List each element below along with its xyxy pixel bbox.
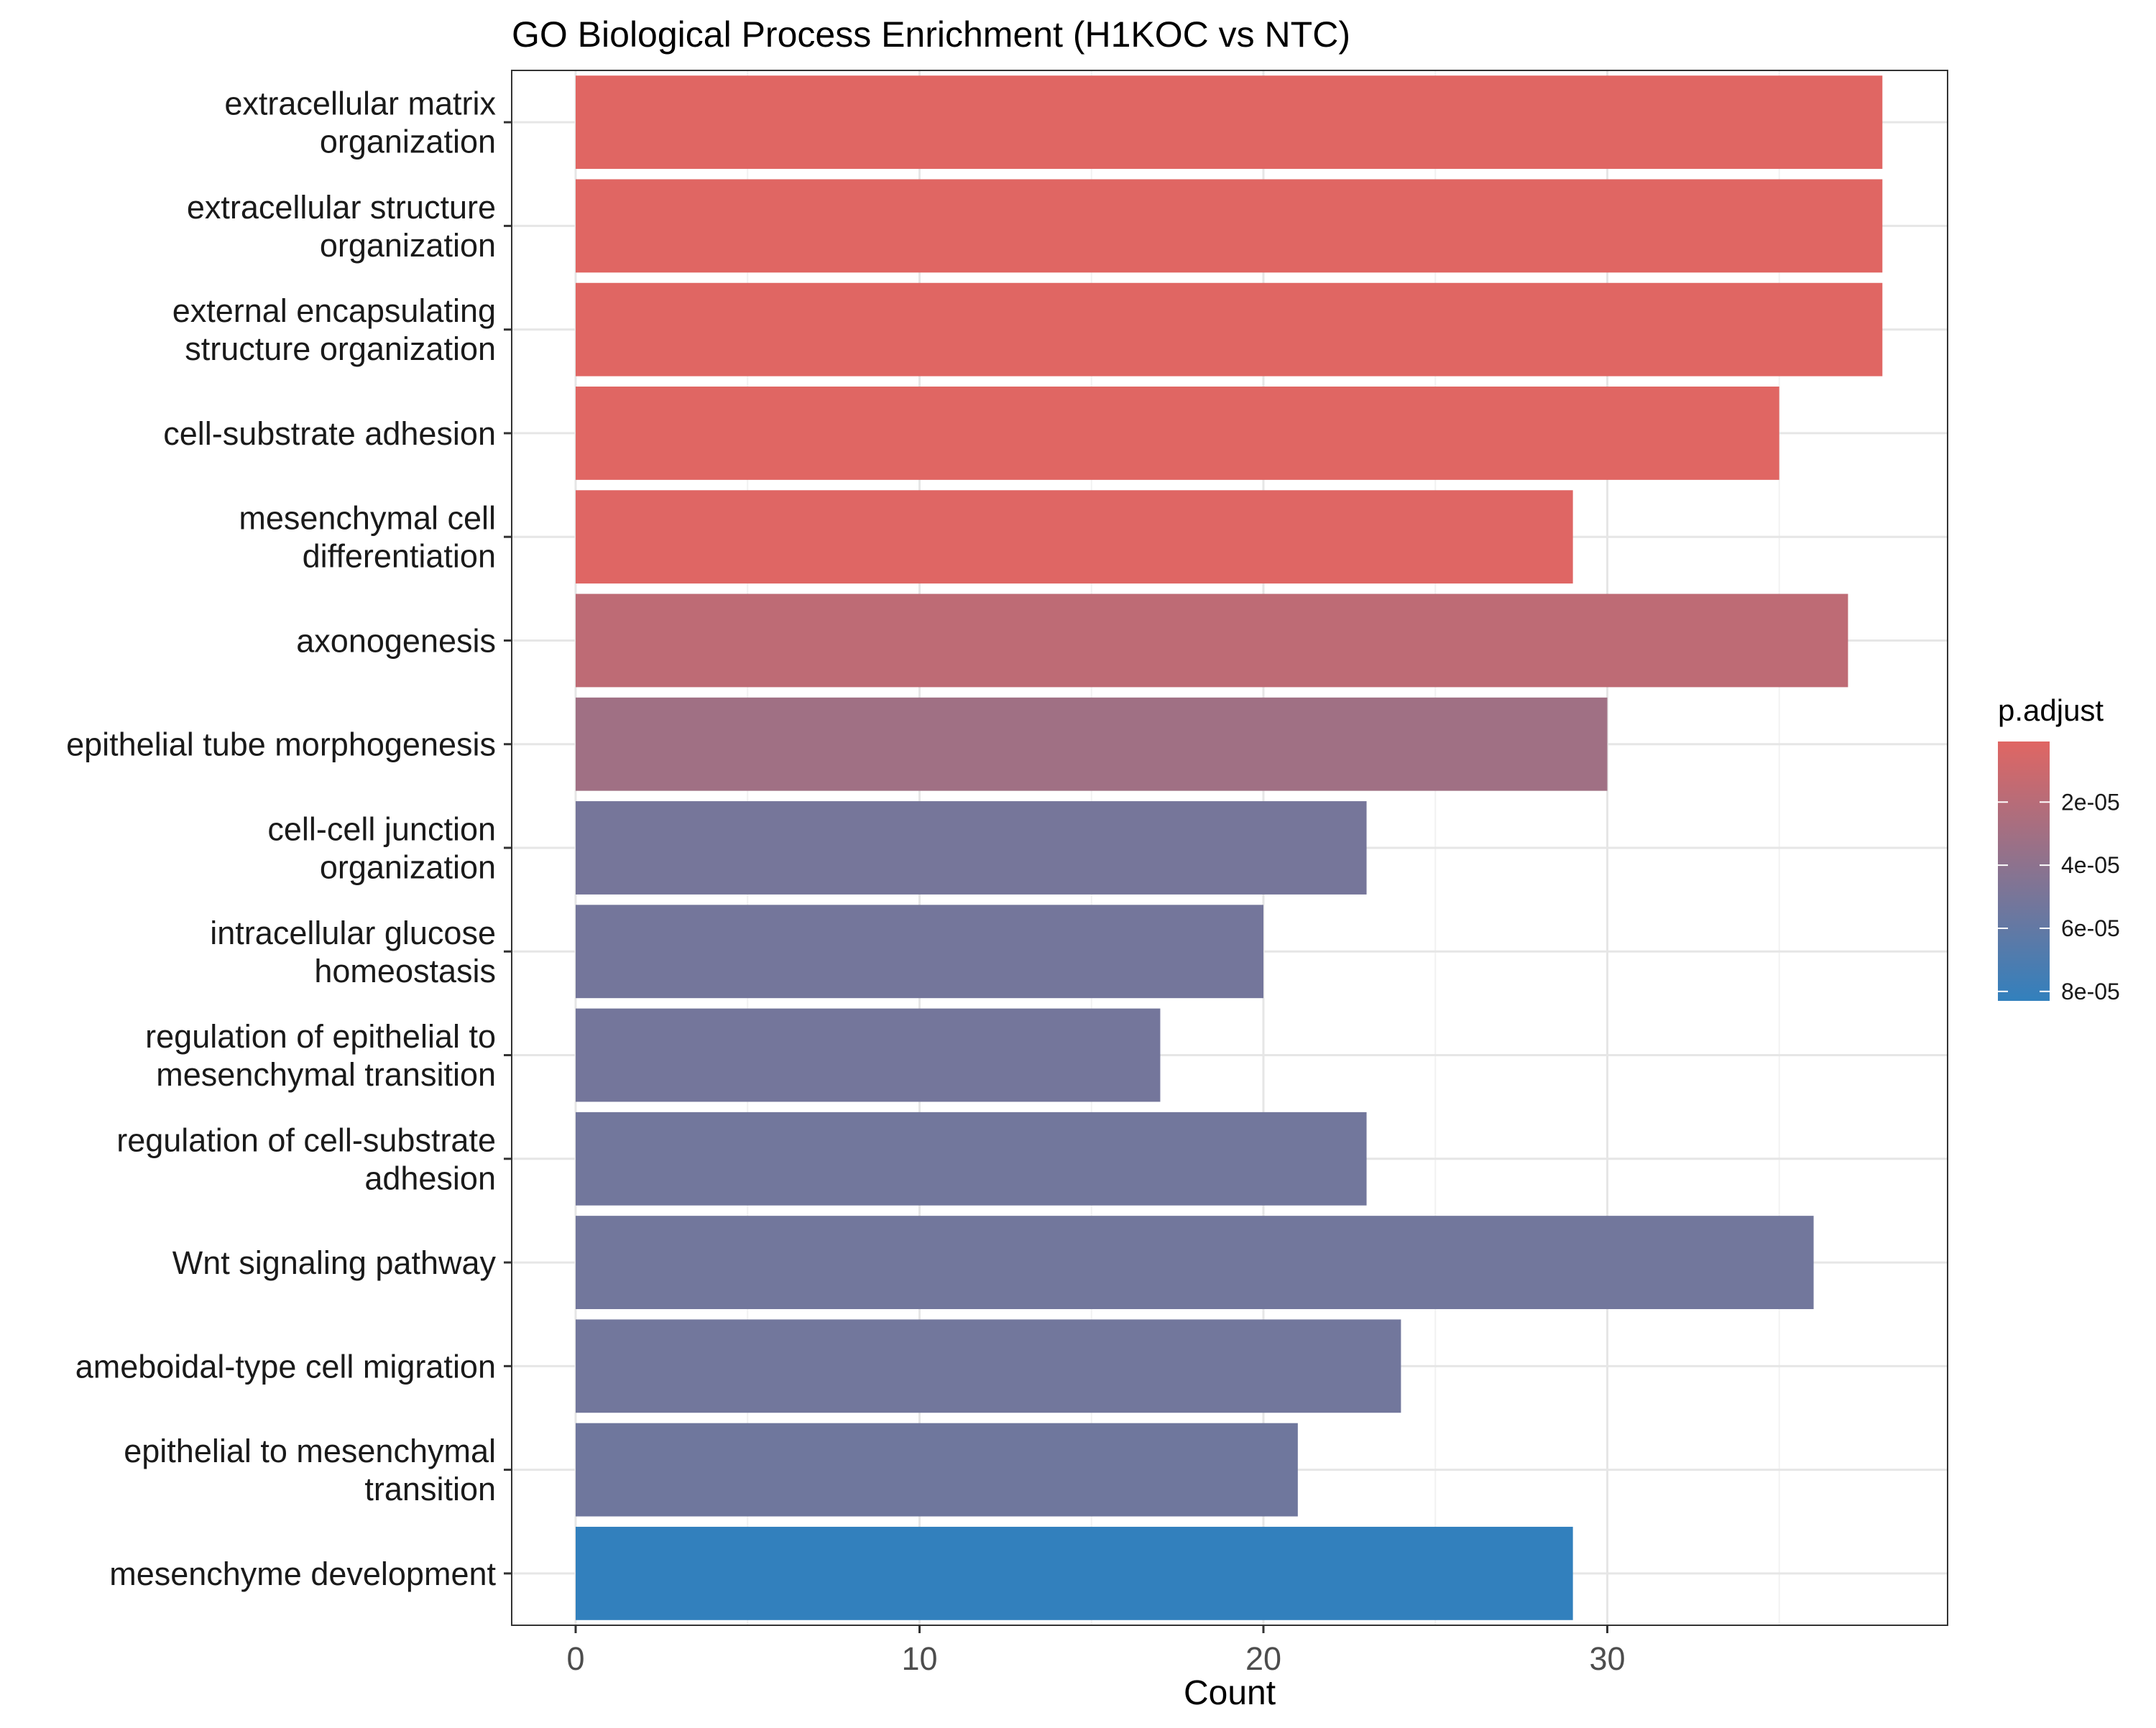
- category-label: mesenchyme development: [109, 1556, 496, 1592]
- bar: [576, 387, 1779, 480]
- legend-tick-label: 6e-05: [2061, 915, 2120, 941]
- bar: [576, 1008, 1161, 1102]
- x-tick-label: 30: [1589, 1640, 1625, 1677]
- y-axis: extracellular matrix organization extracel…: [66, 86, 512, 1592]
- bar: [576, 905, 1263, 999]
- category-label: axonogenesis: [296, 622, 496, 659]
- x-tick-label: 0: [566, 1640, 584, 1677]
- legend-tick-label: 8e-05: [2061, 979, 2120, 1004]
- legend: p.adjust 2e-05 4e-05 6e-05 8e-05: [1998, 693, 2120, 1004]
- category-label: cell-substrate adhesion: [163, 415, 496, 452]
- legend-title: p.adjust: [1998, 693, 2104, 727]
- chart-title: GO Biological Process Enrichment (H1KOC …: [512, 14, 1350, 55]
- category-label: intracellular glucose homeostasis: [210, 915, 496, 989]
- category-label: epithelial tube morphogenesis: [66, 726, 496, 763]
- bar: [576, 1526, 1573, 1620]
- bar: [576, 1423, 1298, 1517]
- x-axis: 0 10 20 30: [566, 1625, 1626, 1677]
- category-label: extracellular structure organization: [187, 189, 496, 264]
- category-label: epithelial to mesenchymal transition: [124, 1433, 496, 1507]
- legend-tick-label: 4e-05: [2061, 852, 2120, 878]
- bars-layer: [576, 75, 1883, 1620]
- category-label: regulation of epithelial to mesenchymal t…: [145, 1018, 496, 1093]
- category-label: external encapsulating structure organiza…: [172, 292, 496, 367]
- bar: [576, 75, 1883, 170]
- bar: [576, 1112, 1367, 1206]
- bar: [576, 801, 1367, 895]
- bar: [576, 179, 1883, 273]
- bar: [576, 1216, 1814, 1309]
- x-tick-label: 20: [1245, 1640, 1281, 1677]
- legend-tick-label: 2e-05: [2061, 789, 2120, 815]
- x-tick-label: 10: [901, 1640, 937, 1677]
- bar: [576, 1319, 1401, 1413]
- x-axis-title: Count: [1184, 1674, 1276, 1712]
- category-label: ameboidal-type cell migration: [75, 1348, 496, 1385]
- category-label: regulation of cell-substrate adhesion: [116, 1122, 496, 1196]
- bar: [576, 593, 1848, 688]
- category-label: mesenchymal cell differentiation: [239, 500, 496, 575]
- category-label: Wnt signaling pathway: [172, 1244, 497, 1281]
- legend-colorbar: [1998, 741, 2050, 1001]
- bar: [576, 490, 1573, 584]
- category-label: cell-cell junction organization: [267, 811, 496, 886]
- category-label: extracellular matrix organization: [224, 86, 496, 160]
- bar: [576, 697, 1608, 791]
- bar: [576, 282, 1883, 376]
